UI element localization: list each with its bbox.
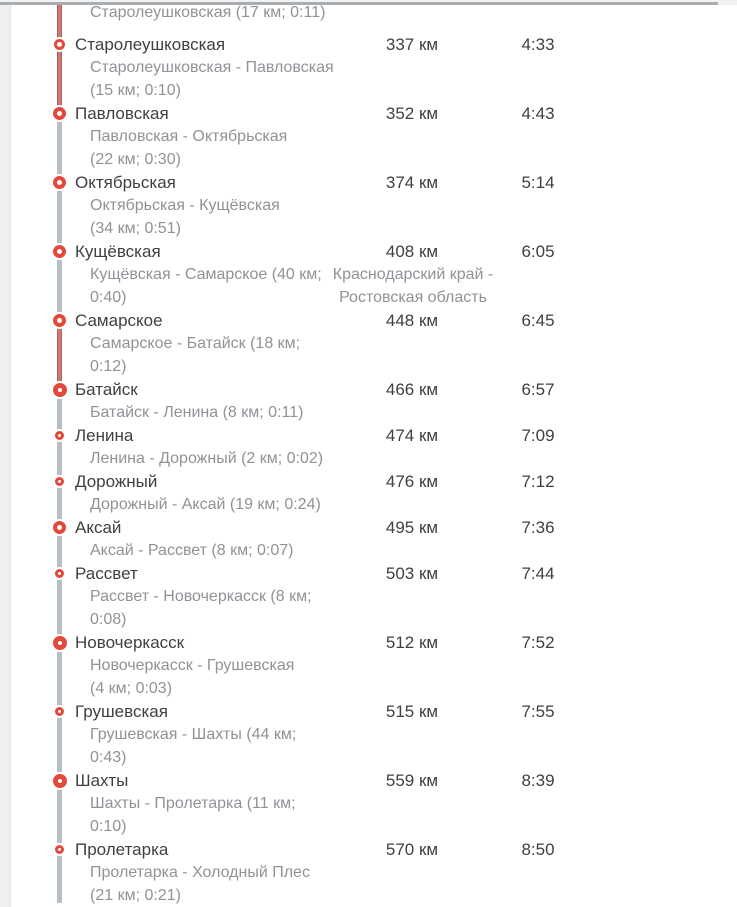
- station-name: Дорожный: [75, 470, 157, 493]
- station-marker-icon: [55, 707, 64, 716]
- station-marker-icon: [53, 314, 66, 327]
- station-name: Аксай: [75, 516, 121, 539]
- station-marker-icon: [53, 521, 66, 534]
- segment-description: Самарское - Батайск (18 км;0:12): [90, 332, 300, 378]
- station-distance: 474 км: [337, 424, 487, 447]
- timeline-rail-red-segment: [57, 45, 62, 114]
- station-marker-icon: [55, 569, 64, 578]
- station-marker-icon: [55, 477, 64, 486]
- station-distance: 503 км: [337, 562, 487, 585]
- left-edge-panel: [0, 5, 11, 907]
- station-time: 7:12: [500, 470, 576, 493]
- station-name: Ленина: [75, 424, 133, 447]
- station-marker-icon: [55, 845, 64, 854]
- station-distance: 337 км: [337, 33, 487, 56]
- segment-description: Октябрьская - Кущёвская(34 км; 0:51): [90, 194, 280, 240]
- station-distance: 448 км: [337, 309, 487, 332]
- segment-description: Грушевская - Шахты (44 км;0:43): [90, 723, 296, 769]
- segment-description: Аксай - Рассвет (8 км; 0:07): [90, 539, 293, 562]
- segment-description: Рассвет - Новочеркасск (8 км;0:08): [90, 585, 312, 631]
- station-name: Новочеркасск: [75, 631, 184, 654]
- station-time: 7:44: [500, 562, 576, 585]
- station-marker-icon: [53, 245, 66, 258]
- timeline-rail-red-segment: [57, 321, 62, 390]
- station-distance: 495 км: [337, 516, 487, 539]
- station-time: 6:57: [500, 378, 576, 401]
- station-time: 6:05: [500, 240, 576, 263]
- segment-description: Шахты - Пролетарка (11 км;0:10): [90, 792, 296, 838]
- station-time: 8:39: [500, 769, 576, 792]
- station-name: Павловская: [75, 102, 169, 125]
- route-timetable-page: { "colors": { "marker_red": "#e2493b", "…: [0, 0, 737, 907]
- top-divider: [0, 2, 718, 5]
- station-name: Грушевская: [75, 700, 168, 723]
- station-name: Кущёвская: [75, 240, 161, 263]
- segment-description: Кущёвская - Самарское (40 км;0:40): [90, 263, 322, 309]
- station-distance: 476 км: [337, 470, 487, 493]
- station-distance: 512 км: [337, 631, 487, 654]
- station-time: 4:33: [500, 33, 576, 56]
- station-time: 8:50: [500, 838, 576, 861]
- station-name: Рассвет: [75, 562, 138, 585]
- station-marker-icon: [55, 431, 64, 440]
- station-name: Батайск: [75, 378, 138, 401]
- station-name: Старолеушковская: [75, 33, 225, 56]
- segment-description: Дорожный - Аксай (19 км; 0:24): [90, 493, 321, 516]
- station-marker-icon: [53, 176, 66, 189]
- station-distance: 374 км: [337, 171, 487, 194]
- segment-description: Батайск - Ленина (8 км; 0:11): [90, 401, 303, 424]
- segment-description: Пролетарка - Холодный Плес(21 км; 0:21): [90, 861, 310, 907]
- station-distance: 352 км: [337, 102, 487, 125]
- segment-description: Новочеркасск - Грушевская(4 км; 0:03): [90, 654, 294, 700]
- station-time: 5:14: [500, 171, 576, 194]
- timeline-rail: [57, 0, 62, 903]
- station-name: Шахты: [75, 769, 128, 792]
- station-time: 7:09: [500, 424, 576, 447]
- station-marker-icon: [53, 383, 67, 397]
- segment-description: Ленина - Дорожный (2 км; 0:02): [90, 447, 323, 470]
- timeline-rail-red-segment: [57, 0, 62, 45]
- station-distance: 559 км: [337, 769, 487, 792]
- station-marker-icon: [53, 107, 66, 120]
- station-time: 7:55: [500, 700, 576, 723]
- station-distance: 408 км: [337, 240, 487, 263]
- station-time: 7:52: [500, 631, 576, 654]
- segment-description: Старолеушковская - Павловская(15 км; 0:1…: [90, 56, 334, 102]
- region-boundary-note: Краснодарский край -Ростовская область: [330, 263, 496, 309]
- station-marker-icon: [54, 39, 65, 50]
- segment-description: Павловская - Октябрьская(22 км; 0:30): [90, 125, 287, 171]
- station-marker-icon: [53, 774, 67, 788]
- station-time: 6:45: [500, 309, 576, 332]
- station-marker-icon: [53, 636, 67, 650]
- station-name: Пролетарка: [75, 838, 168, 861]
- station-time: 7:36: [500, 516, 576, 539]
- station-name: Самарское: [75, 309, 163, 332]
- station-distance: 515 км: [337, 700, 487, 723]
- station-distance: 466 км: [337, 378, 487, 401]
- station-time: 4:43: [500, 102, 576, 125]
- station-distance: 570 км: [337, 838, 487, 861]
- station-name: Октябрьская: [75, 171, 176, 194]
